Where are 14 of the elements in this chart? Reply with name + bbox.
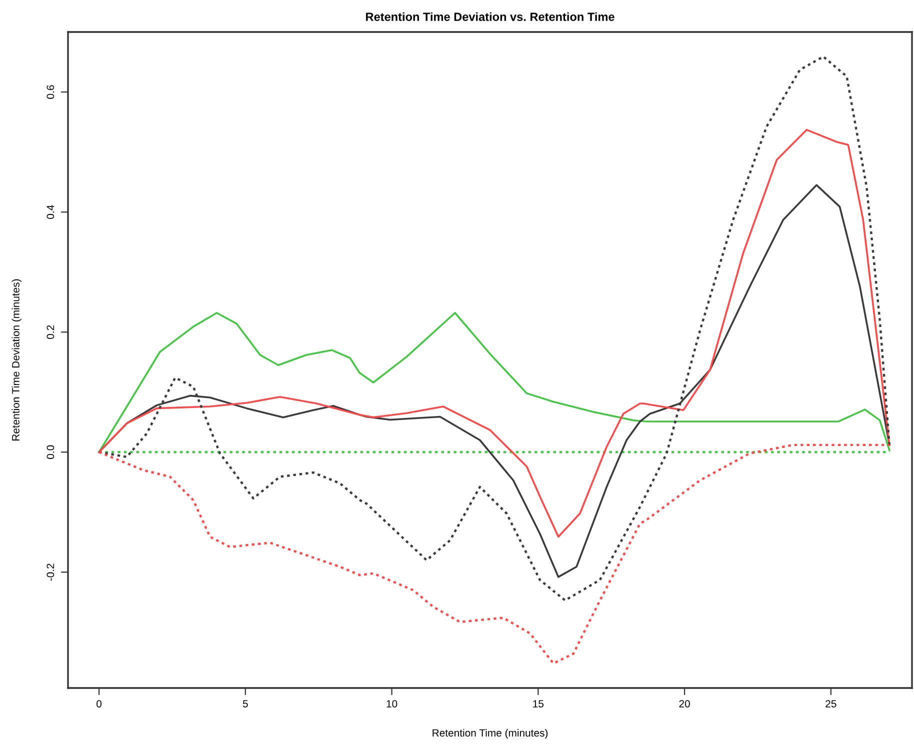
x-tick-label: 20 [679, 700, 690, 708]
x-tick-label: 10 [386, 700, 398, 708]
y-tick-label: 0.2 [46, 325, 54, 339]
y-tick-label: 0.0 [46, 445, 54, 459]
x-tick-label: 5 [242, 700, 248, 708]
x-tick-label: 0 [96, 700, 102, 708]
y-tick-label: 0.4 [46, 205, 54, 219]
x-tick-label: 25 [826, 700, 836, 708]
x-tick-label: 15 [533, 700, 544, 708]
x-axis-title: Retention Time (minutes) [432, 728, 548, 739]
y-axis-title: Retention Time Deviation (minutes) [12, 279, 22, 440]
y-tick-label: -0.2 [46, 564, 54, 581]
chart-title: Retention Time Deviation vs. Retention Time [366, 12, 614, 22]
y-tick-label: 0.6 [46, 85, 54, 99]
